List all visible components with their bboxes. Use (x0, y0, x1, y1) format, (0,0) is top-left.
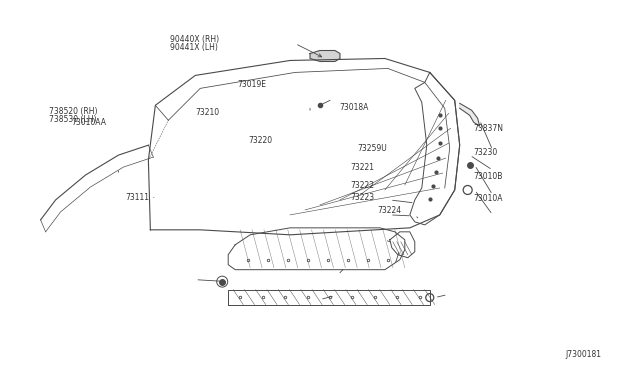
Text: 73010A: 73010A (473, 195, 503, 203)
Text: 73223: 73223 (351, 193, 375, 202)
Text: 73010B: 73010B (473, 172, 502, 181)
Text: 73019E: 73019E (237, 80, 266, 89)
Polygon shape (460, 103, 479, 126)
Text: 90440X (RH): 90440X (RH) (170, 35, 219, 44)
Text: 738530 (LH): 738530 (LH) (49, 115, 96, 124)
Text: 73222: 73222 (351, 182, 374, 190)
Text: 73224: 73224 (378, 206, 402, 215)
Text: 73221: 73221 (351, 163, 374, 172)
Text: 73230: 73230 (473, 148, 497, 157)
Text: 738520 (RH): 738520 (RH) (49, 108, 97, 116)
Text: 73259U: 73259U (357, 144, 387, 153)
Text: 73220: 73220 (248, 136, 273, 145)
Text: 73018A: 73018A (339, 103, 369, 112)
Polygon shape (310, 51, 340, 61)
Text: 73010AA: 73010AA (71, 118, 106, 127)
Text: 73111: 73111 (125, 193, 149, 202)
Text: J7300181: J7300181 (565, 350, 601, 359)
Text: 73837N: 73837N (473, 124, 503, 133)
Text: 90441X (LH): 90441X (LH) (170, 42, 218, 51)
Text: 73210: 73210 (195, 108, 220, 117)
